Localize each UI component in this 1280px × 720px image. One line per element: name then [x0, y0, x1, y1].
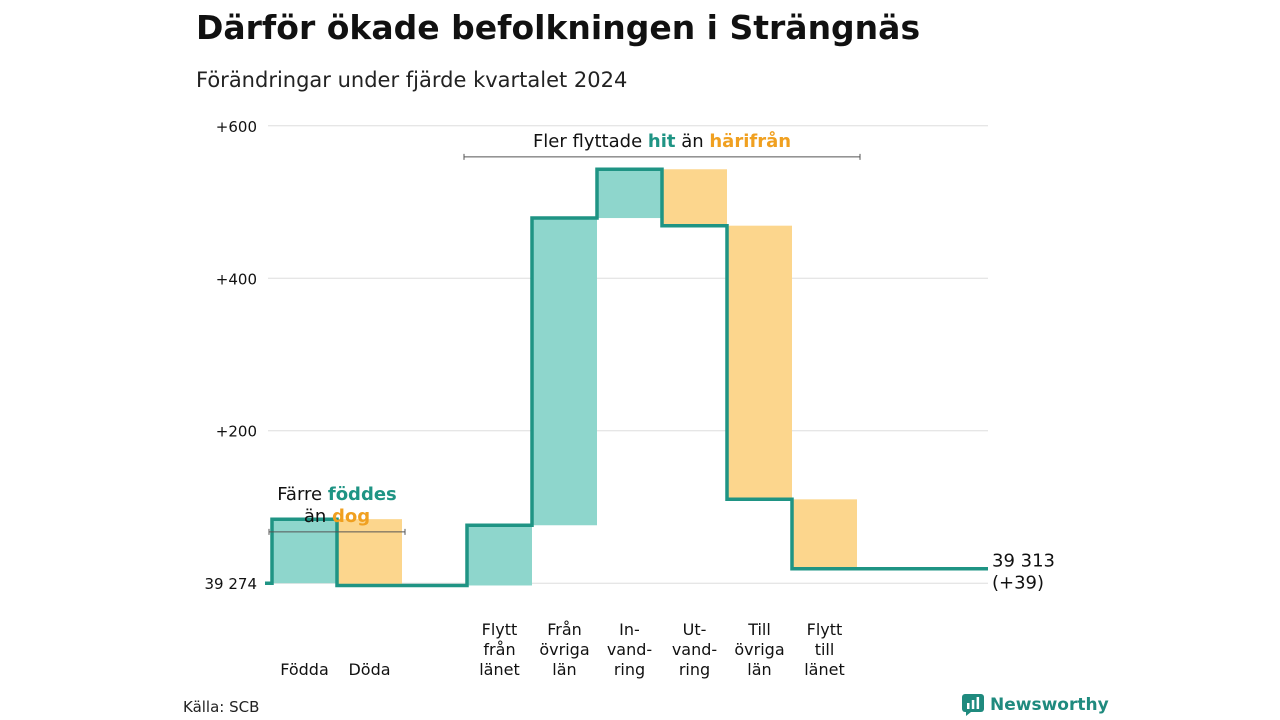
brand-name: Newsworthy — [990, 695, 1109, 715]
category-label: övriga — [734, 640, 784, 659]
annotation-segment: föddes — [328, 484, 397, 505]
annotation-segment: Färre — [277, 484, 328, 505]
annotation-text: än dog — [304, 506, 370, 527]
y-tick-label: +600 — [216, 118, 257, 136]
category-label: Till — [747, 620, 771, 639]
category-label: Ut- — [683, 620, 707, 639]
category-label: till — [815, 640, 835, 659]
waterfall-bar — [662, 169, 727, 226]
category-label: Flytt — [482, 620, 518, 639]
category-label: länet — [804, 660, 845, 679]
annotation-segment: dog — [332, 506, 370, 527]
annotation-segment: Fler flyttade — [533, 131, 648, 152]
waterfall-bar — [532, 218, 597, 526]
category-label: ring — [614, 660, 645, 679]
category-label: In- — [619, 620, 640, 639]
category-label: länet — [479, 660, 520, 679]
category-label: län — [747, 660, 771, 679]
brand-logo: Newsworthy — [962, 694, 1109, 716]
waterfall-bar — [467, 525, 532, 586]
chart-title: Därför ökade befolkningen i Strängnäs — [196, 8, 921, 47]
annotation-segment: än — [675, 131, 709, 152]
category-label: Döda — [348, 660, 390, 679]
annotation-segment: härifrån — [709, 130, 791, 152]
waterfall-bar — [337, 519, 402, 586]
category-label: vand- — [672, 640, 717, 659]
waterfall-bar — [597, 169, 662, 219]
end-value-label: 39 313 — [992, 551, 1055, 572]
annotation-segment: än — [304, 506, 332, 527]
start-value-label: 39 274 — [205, 575, 258, 593]
y-tick-label: +200 — [216, 423, 257, 441]
y-tick-label: +400 — [216, 270, 257, 288]
category-label: Från — [547, 620, 582, 639]
category-label: övriga — [539, 640, 589, 659]
annotation-text: Fler flyttade hit än härifrån — [533, 130, 791, 152]
source-note: Källa: SCB — [183, 698, 260, 716]
end-value-label: (+39) — [992, 573, 1044, 594]
waterfall-bar — [272, 519, 337, 584]
category-label: vand- — [607, 640, 652, 659]
chart-subtitle: Förändringar under fjärde kvartalet 2024 — [196, 68, 628, 92]
category-label: län — [552, 660, 576, 679]
category-label: Flytt — [807, 620, 843, 639]
newsworthy-logo-icon — [962, 694, 984, 716]
category-label: Födda — [280, 660, 329, 679]
annotation-text: Färre föddes — [277, 484, 397, 505]
waterfall-bar — [727, 225, 792, 500]
cumulative-step-line — [265, 167, 988, 588]
category-label: från — [483, 640, 515, 659]
annotation-segment: hit — [648, 131, 676, 152]
category-label: ring — [679, 660, 710, 679]
waterfall-bar — [792, 499, 857, 569]
